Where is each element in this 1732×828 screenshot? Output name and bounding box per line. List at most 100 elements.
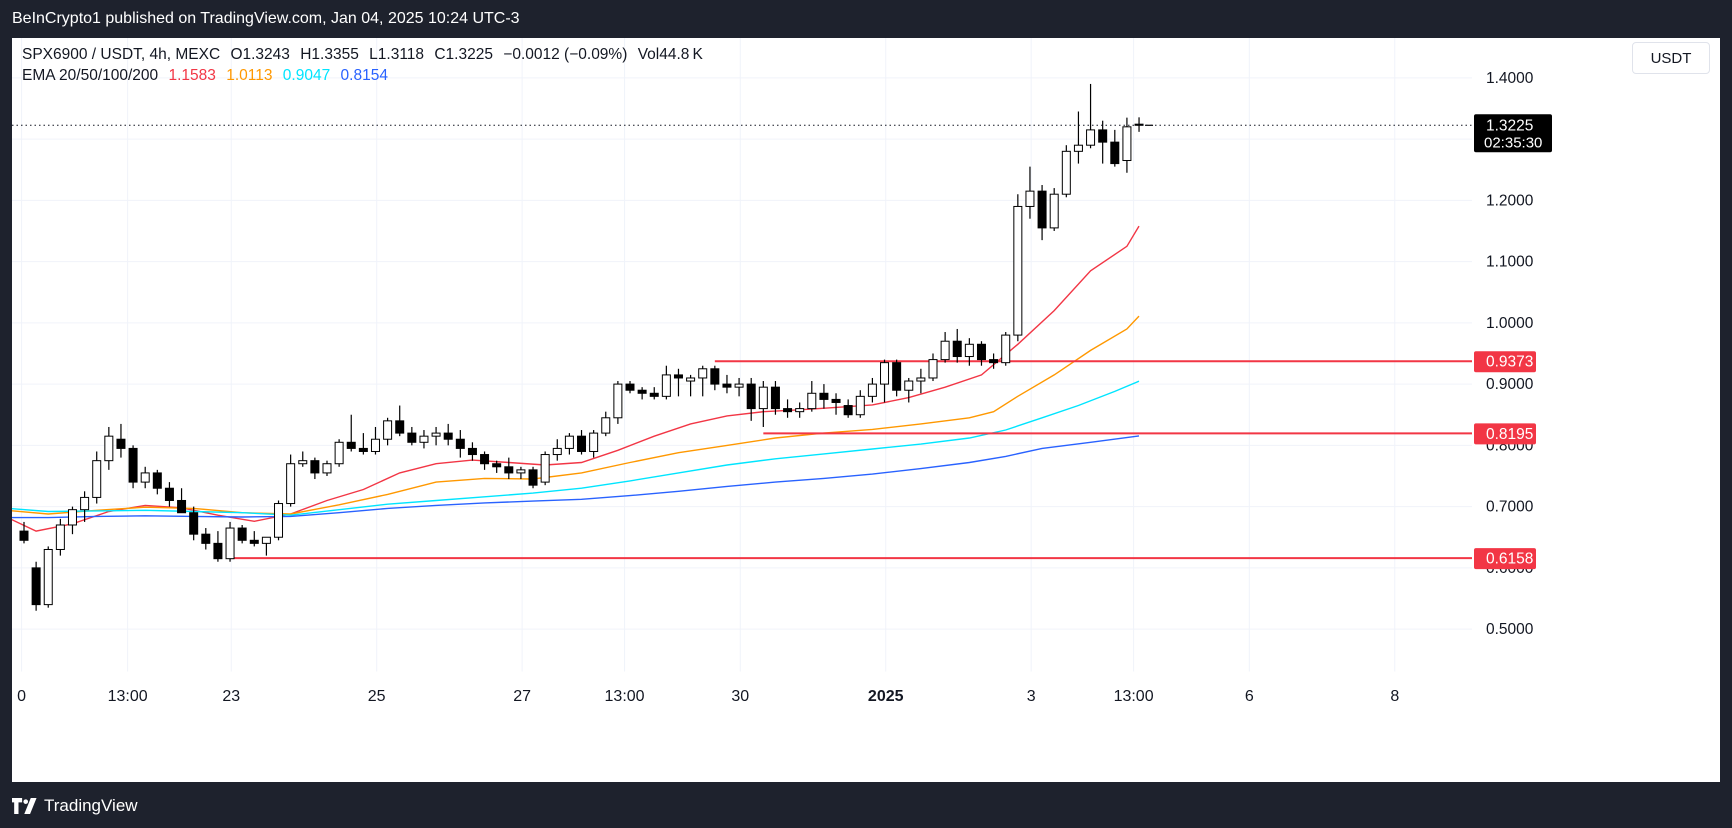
candle xyxy=(55,518,65,556)
candle xyxy=(1098,120,1108,164)
level-price-label: 0.9373 xyxy=(1486,354,1533,371)
candle-body-up xyxy=(564,435,574,449)
candle xyxy=(564,433,574,455)
candle-body-up xyxy=(855,395,865,416)
candle-body-up xyxy=(758,386,768,410)
candle xyxy=(455,430,465,458)
tradingview-logo[interactable]: TradingView xyxy=(12,796,138,816)
price-tick-label: 0.9000 xyxy=(1486,376,1534,393)
candle xyxy=(601,411,611,437)
candle xyxy=(807,381,817,412)
brand-name: TradingView xyxy=(44,796,138,815)
chart-panel[interactable]: 1.40001.30001.20001.10001.00000.90000.80… xyxy=(12,38,1720,782)
candle-body-up xyxy=(661,374,671,397)
candle xyxy=(80,491,90,522)
candle-body-up xyxy=(286,463,296,505)
candle-body-down xyxy=(164,487,174,501)
candle-body-up xyxy=(274,503,284,538)
candle-body-up xyxy=(1025,190,1035,207)
candle-body-down xyxy=(455,438,465,449)
candle xyxy=(649,387,659,400)
price-tick-label: 1.0000 xyxy=(1486,315,1534,332)
candle-body-down xyxy=(770,386,780,410)
price-chart[interactable]: 1.40001.30001.20001.10001.00000.90000.80… xyxy=(12,38,1720,782)
candle xyxy=(249,531,259,547)
candle xyxy=(928,353,938,382)
candle-body-down xyxy=(673,374,683,379)
candle xyxy=(1122,117,1132,173)
candle xyxy=(940,332,950,363)
price-tick-label: 1.2000 xyxy=(1486,192,1534,209)
candle xyxy=(734,377,744,397)
candle-body-up xyxy=(322,463,332,474)
candle-body-down xyxy=(989,359,999,364)
candle-body-down xyxy=(201,533,211,544)
candle-body-up xyxy=(686,377,696,382)
candle-body-down xyxy=(116,438,126,449)
time-tick-label: 25 xyxy=(368,688,386,705)
price-tick-label: 0.5000 xyxy=(1486,621,1534,638)
candle xyxy=(358,433,368,455)
candle xyxy=(298,451,308,467)
level-price-tag xyxy=(1474,548,1536,570)
candle xyxy=(673,368,683,397)
candle-body-up xyxy=(904,380,914,391)
candle xyxy=(480,451,490,470)
candle xyxy=(1086,83,1096,149)
time-axis[interactable]: 0 13:00 23 25 27 13:00 30 2025 3 13:00 6 8 xyxy=(12,671,1720,705)
time-tick-label: 27 xyxy=(513,688,531,705)
candle xyxy=(443,423,453,446)
candle xyxy=(237,524,247,544)
chart-legend: SPX6900 / USDT, 4h, MEXC O1.3243 H1.3355… xyxy=(22,44,703,86)
ema-line xyxy=(12,380,1140,516)
candle-body-up xyxy=(867,383,877,397)
candle xyxy=(213,531,223,562)
candle-body-down xyxy=(819,392,829,400)
candle-body-up xyxy=(419,435,429,443)
candle-body-down xyxy=(746,383,756,410)
candle xyxy=(140,466,150,489)
time-tick-label: 8 xyxy=(1390,688,1399,705)
price-tick-label: 1.4000 xyxy=(1486,70,1534,87)
ema50-value: 1.0113 xyxy=(226,67,273,84)
currency-unit-button[interactable]: USDT xyxy=(1632,42,1710,74)
candle-body-down xyxy=(1037,190,1047,229)
candle xyxy=(952,328,962,363)
candle xyxy=(261,536,271,556)
ema-lines xyxy=(12,225,1140,532)
candle xyxy=(976,341,986,366)
candle-body-up xyxy=(928,359,938,379)
candle-body-down xyxy=(467,447,477,456)
candle xyxy=(1110,129,1120,167)
candle-body-up xyxy=(383,420,393,440)
candle-body-up xyxy=(916,377,926,382)
candle xyxy=(625,381,635,394)
candle xyxy=(104,426,114,470)
price-tick-label: 1.1000 xyxy=(1486,254,1534,271)
price-axis[interactable]: 1.40001.30001.20001.10001.00000.90000.80… xyxy=(1474,70,1552,638)
level-price-label: 0.6158 xyxy=(1486,551,1533,568)
candle xyxy=(189,506,199,541)
last-price-tag xyxy=(1474,114,1552,153)
candle-body-up xyxy=(964,343,974,358)
candle xyxy=(286,454,296,507)
candle xyxy=(177,488,187,514)
candle xyxy=(116,423,126,458)
candle xyxy=(880,359,890,403)
candle xyxy=(504,457,514,480)
candle-body-down xyxy=(892,362,902,391)
symbol-label[interactable]: SPX6900 / USDT, 4h, MEXC xyxy=(22,46,221,63)
ema-line xyxy=(12,315,1140,515)
publish-header: BeInCrypto1 published on TradingView.com… xyxy=(0,0,1732,38)
candle xyxy=(867,377,877,403)
candle xyxy=(383,417,393,446)
candle-body-up xyxy=(370,438,380,452)
candle-body-down xyxy=(395,420,405,434)
ema-label[interactable]: EMA 20/50/100/200 xyxy=(22,67,159,84)
candle-body-down xyxy=(831,398,841,403)
candle xyxy=(1061,145,1071,198)
candle xyxy=(819,384,829,409)
candle-body-down xyxy=(783,408,793,413)
candle-body-up xyxy=(1001,334,1011,364)
candle-body-up xyxy=(734,383,744,388)
